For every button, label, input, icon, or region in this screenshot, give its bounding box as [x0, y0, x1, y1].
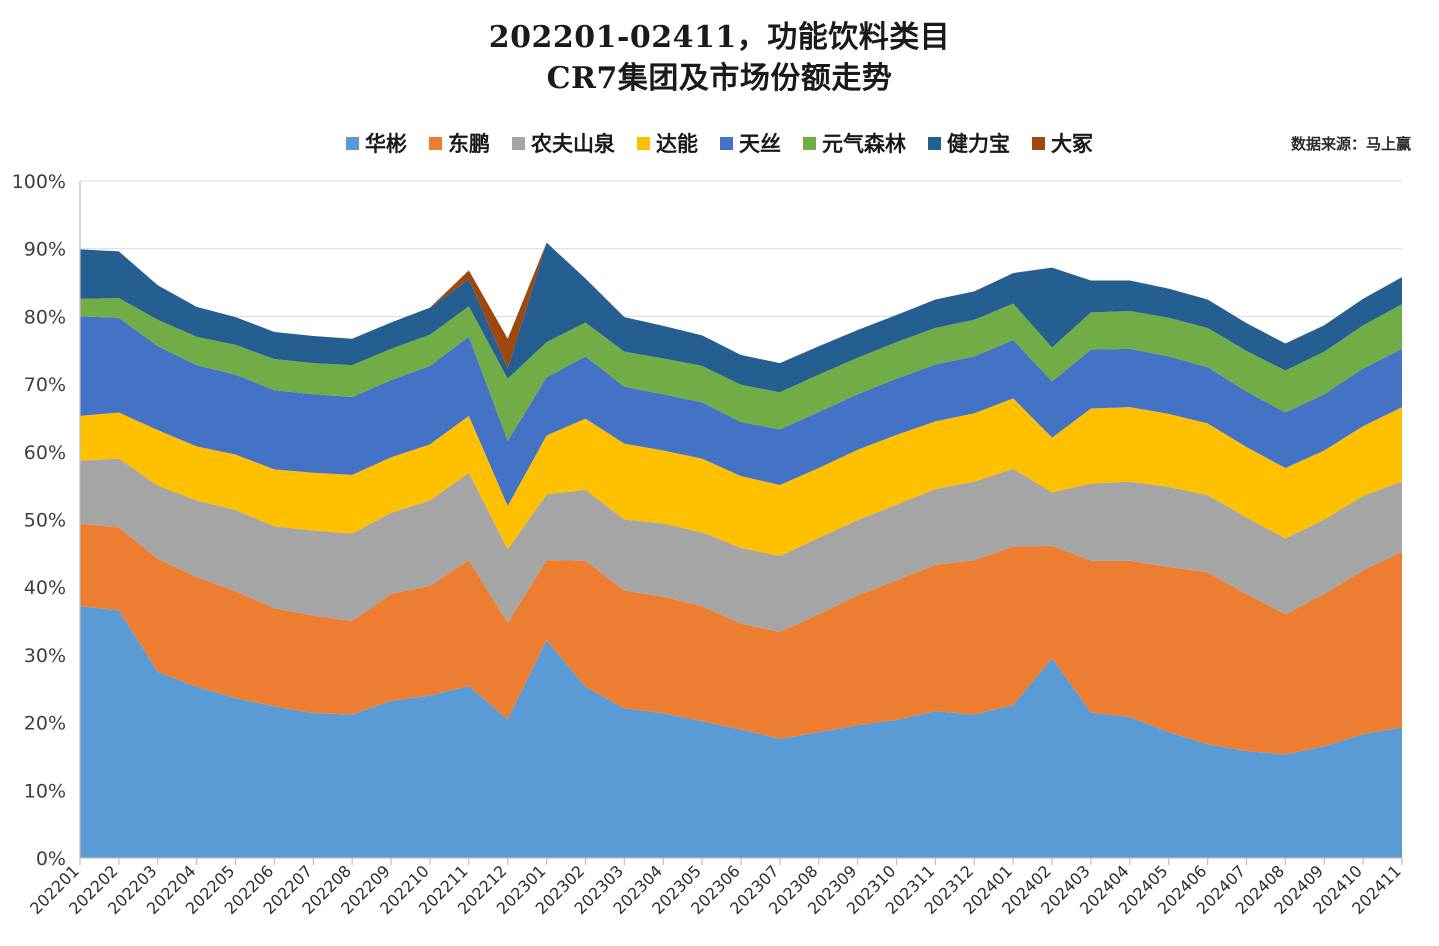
series-area-0 — [80, 606, 1402, 858]
y-axis-tick-label: 0% — [36, 848, 66, 870]
y-axis-tick-label: 80% — [24, 306, 66, 328]
y-axis-tick-label: 60% — [24, 442, 66, 464]
series-area-1 — [80, 523, 1402, 755]
y-axis-tick-label: 10% — [24, 780, 66, 802]
y-axis-tick-label: 50% — [24, 510, 66, 532]
y-axis-tick-label: 40% — [24, 577, 66, 599]
y-axis-tick-label: 70% — [24, 374, 66, 396]
y-axis-tick-label: 30% — [24, 645, 66, 667]
y-axis-tick-label: 20% — [24, 713, 66, 735]
series-areas — [80, 242, 1402, 858]
y-axis-tick-label: 100% — [12, 171, 66, 193]
data-source-note: 数据来源：马上赢 — [1290, 135, 1411, 153]
series-area-3 — [80, 398, 1402, 557]
series-area-5 — [80, 298, 1402, 441]
series-area-4 — [80, 316, 1402, 506]
x-axis-ticks — [79, 858, 1403, 865]
chart-title-line-2: CR7集团及市场份额走势 — [546, 60, 893, 96]
chart-title-line-1: 202201-02411，功能饮料类目 — [488, 20, 951, 55]
series-area-6 — [80, 242, 1402, 393]
y-axis-tick-label: 90% — [24, 239, 66, 261]
series-area-2 — [80, 458, 1402, 632]
chart-title: 202201-02411，功能饮料类目 CR7集团及市场份额走势 — [0, 18, 1439, 99]
